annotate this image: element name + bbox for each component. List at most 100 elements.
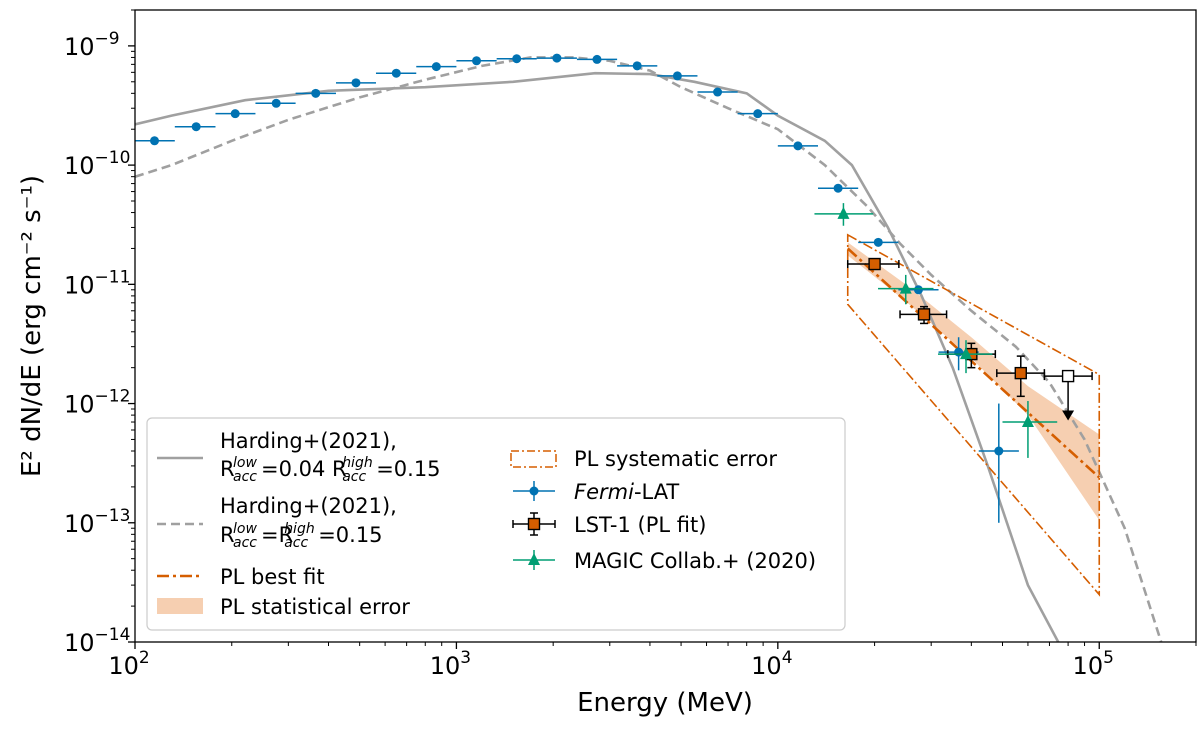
tick-base: 10 [430, 652, 461, 680]
magic-marker [837, 206, 850, 219]
x-tick-label: 102 [108, 648, 149, 680]
magic-series [814, 203, 1058, 458]
magic-point [937, 340, 993, 374]
lst1-marker [868, 257, 881, 271]
legend-text-part: =0.15 [318, 523, 382, 547]
tick-exponent: −11 [95, 267, 131, 287]
fermi-lat-marker [191, 122, 201, 132]
legend-text-part: acc [233, 469, 257, 485]
lst1-point [996, 355, 1046, 398]
y-tick-label: 10−9 [64, 29, 120, 61]
pl-systematic-error-polygon [846, 233, 1101, 597]
harding-model-dashed-curve [135, 56, 1163, 642]
y-tick-label: 10−14 [64, 625, 130, 657]
fermi-lat-marker [672, 71, 682, 81]
fermi-lat-point [295, 88, 336, 98]
fermi-lat-marker [793, 141, 803, 151]
y-tick-label: 10−11 [64, 267, 130, 299]
legend-handle-magic-marker [528, 553, 540, 565]
legend-label-model-dashed-line2: Rlow acc =Rhigh acc =0.15 [220, 521, 383, 551]
legend-handle-pl-sys [510, 450, 557, 468]
fermi-lat-marker [150, 136, 160, 146]
fermi-lat-marker [431, 62, 441, 72]
fermi-lat-point [255, 98, 296, 108]
tick-base: 10 [751, 652, 782, 680]
fermi-lat-point [657, 71, 698, 81]
legend-label-pl-best-fit: PL best fit [220, 565, 325, 589]
y-tick-label: 10−13 [64, 506, 130, 538]
legend-text-part: =0.15 [376, 457, 440, 481]
tick-exponent: −9 [95, 29, 120, 49]
legend-text-part: R [220, 523, 235, 547]
tick-base: 10 [108, 652, 139, 680]
magic-point [814, 203, 874, 226]
y-tick-label: 10−12 [64, 387, 130, 419]
pl-best-fit-layer [846, 247, 1101, 479]
legend-handle-pl-stat [157, 598, 203, 614]
legend-text-part: R [220, 457, 235, 481]
fermi-lat-point [697, 87, 738, 97]
fermi-lat-point [174, 122, 216, 132]
lst1-marker [917, 308, 931, 321]
legend-label-fermi-rest: -LAT [634, 480, 679, 504]
legend-text-part: =R [261, 523, 293, 547]
x-tick-label: 105 [1073, 648, 1114, 680]
fermi-lat-point [536, 53, 577, 63]
legend-label-fermi-italic: Fermi [574, 480, 634, 504]
tick-base: 10 [1073, 652, 1104, 680]
lst1-upper-limit [1043, 369, 1093, 421]
magic-marker [960, 347, 973, 360]
tick-exponent: −14 [95, 625, 131, 645]
legend-handle-fermi-marker [529, 486, 539, 496]
fermi-lat-point [416, 62, 457, 72]
legend-text-part: low [233, 455, 257, 471]
legend-label-pl-stat: PL statistical error [220, 595, 410, 619]
legend-label-model-solid-line1: Harding+(2021), [220, 429, 397, 453]
fermi-lat-point [135, 136, 175, 146]
tick-base: 10 [64, 152, 95, 180]
fermi-lat-marker [873, 237, 883, 247]
fermi-lat-marker [954, 347, 964, 357]
fermi-lat-marker [230, 109, 240, 119]
fermi-lat-marker [632, 61, 642, 71]
fermi-lat-marker [913, 285, 923, 295]
pl-systematic-layer [846, 233, 1101, 597]
tick-base: 10 [64, 629, 95, 657]
tick-exponent: 2 [139, 648, 150, 668]
fermi-lat-point [576, 54, 618, 64]
legend-text-part: =0.04 R [261, 457, 347, 481]
legend-text-part: high [284, 521, 315, 537]
tick-exponent: −13 [95, 506, 131, 526]
fermi-lat-marker [552, 53, 562, 63]
tick-exponent: 3 [460, 648, 471, 668]
x-axis-title: Energy (MeV) [577, 688, 753, 718]
plot-frame [134, 9, 1197, 643]
axes-layer: 102 103 104 10510−1410−1310−1210−1110−1010−… [64, 9, 1197, 680]
legend-text-part: acc [284, 535, 308, 551]
fermi-lat-point [617, 61, 658, 71]
legend: Harding+(2021),Rlow acc =0.04 Rhigh acc =0.1… [146, 417, 846, 631]
legend-text-part: acc [233, 535, 257, 551]
tick-exponent: 5 [1103, 648, 1114, 668]
fermi-lat-point [818, 183, 859, 193]
fermi-lat-point [496, 54, 537, 64]
lst1-marker [1014, 366, 1027, 380]
fermi-lat-point [456, 56, 497, 66]
fermi-lat-marker [391, 68, 401, 78]
legend-label-magic: MAGIC Collab.+ (2020) [574, 549, 816, 573]
upper-limit-arrow [1062, 410, 1075, 421]
pl-best-fit-line [846, 247, 1101, 479]
magic-point [1002, 401, 1058, 458]
fermi-lat-point [978, 403, 1019, 523]
legend-label-model-dashed-line1: Harding+(2021), [220, 494, 397, 518]
legend-label-fermi: Fermi-LAT [574, 480, 679, 504]
legend-label-pl-sys: PL systematic error [574, 447, 777, 471]
fermi-lat-marker [592, 54, 602, 64]
fermi-lat-point [335, 78, 376, 88]
fermi-lat-point [737, 109, 778, 119]
fermi-lat-point [375, 68, 417, 78]
legend-text-part: low [233, 521, 257, 537]
magic-marker [899, 281, 912, 294]
tick-base: 10 [64, 33, 95, 61]
fermi-lat-marker [713, 87, 723, 97]
